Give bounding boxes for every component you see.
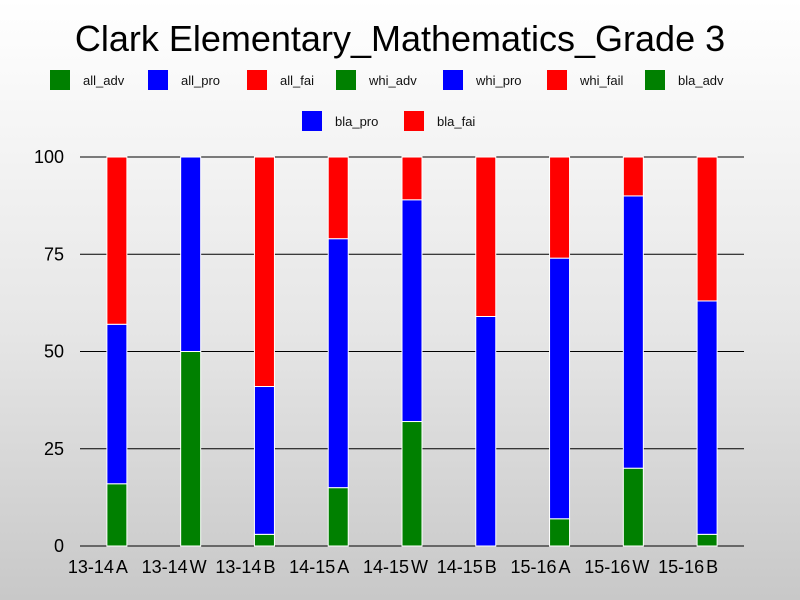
legend-item-whi_pro: whi_pro — [443, 70, 522, 90]
legend-label: bla_pro — [335, 114, 378, 129]
svg-text:15-16: 15-16 — [511, 557, 557, 577]
legend-item-whi_fail: whi_fail — [547, 70, 623, 90]
legend-label: all_fai — [280, 73, 314, 88]
bar-segment-pro — [253, 386, 275, 535]
bar-segment-pro — [106, 323, 128, 485]
bar-segment-adv — [106, 483, 128, 547]
svg-text:15-16: 15-16 — [658, 557, 704, 577]
bar-segment-pro — [475, 315, 497, 547]
legend-swatch — [645, 70, 665, 90]
svg-text:13-14: 13-14 — [68, 557, 114, 577]
bars — [106, 156, 718, 547]
svg-text:W: W — [632, 557, 649, 577]
x-tick-label: 15-16 A — [511, 557, 571, 577]
x-tick-label: 14-15 A — [289, 557, 349, 577]
bar-segment-pro — [549, 257, 571, 520]
x-tick-label: 14-15 B — [437, 557, 497, 577]
y-axis: 0 25 50 75 100 — [34, 147, 64, 556]
bar-segment-adv — [622, 467, 644, 547]
bar-segment-fail — [622, 156, 644, 197]
legend-label: all_adv — [83, 73, 125, 88]
bar-segment-pro — [696, 300, 718, 535]
y-tick-label: 50 — [44, 342, 64, 362]
bar-segment-fail — [549, 156, 571, 259]
legend-label: bla_adv — [678, 73, 724, 88]
svg-text:B: B — [706, 557, 718, 577]
legend-label: whi_adv — [368, 73, 417, 88]
legend-item-all_adv: all_adv — [50, 70, 125, 90]
svg-text:15-16: 15-16 — [584, 557, 630, 577]
y-tick-label: 75 — [44, 244, 64, 264]
bar-segment-adv — [253, 533, 275, 547]
legend-swatch — [247, 70, 267, 90]
chart-title: Clark Elementary_Mathematics_Grade 3 — [74, 18, 726, 59]
bar-segment-fail — [475, 156, 497, 317]
x-axis: 13-14 A 13-14 W 13-14 B 14-15 A 14-15 W 14-15… — [68, 557, 718, 577]
bar-segment-adv — [696, 533, 718, 547]
svg-text:A: A — [337, 557, 349, 577]
legend-swatch — [302, 111, 322, 131]
svg-text:14-15: 14-15 — [289, 557, 335, 577]
legend-swatch — [148, 70, 168, 90]
legend-item-bla_pro: bla_pro — [302, 111, 378, 131]
bar-segment-adv — [327, 487, 349, 547]
y-tick-label: 0 — [54, 536, 64, 556]
legend-item-all_pro: all_pro — [148, 70, 220, 90]
legend-swatch — [547, 70, 567, 90]
legend-swatch — [404, 111, 424, 131]
svg-text:A: A — [116, 557, 128, 577]
svg-text:14-15: 14-15 — [437, 557, 483, 577]
legend-label: all_pro — [181, 73, 220, 88]
bar-segment-fail — [696, 156, 718, 302]
legend-item-whi_adv: whi_adv — [336, 70, 417, 90]
legend-label: whi_pro — [475, 73, 522, 88]
bar-segment-pro — [327, 238, 349, 489]
svg-text:13-14: 13-14 — [142, 557, 188, 577]
bar-segment-fail — [401, 156, 423, 201]
bar-segment-fail — [327, 156, 349, 240]
bar-segment-fail — [106, 156, 128, 325]
x-tick-label: 15-16 B — [658, 557, 718, 577]
x-tick-label: 13-14 W — [142, 557, 207, 577]
svg-text:W: W — [411, 557, 428, 577]
legend-swatch — [50, 70, 70, 90]
legend-item-bla_fai: bla_fai — [404, 111, 475, 131]
legend-swatch — [336, 70, 356, 90]
bar-segment-pro — [401, 199, 423, 423]
svg-text:14-15: 14-15 — [363, 557, 409, 577]
svg-text:W: W — [190, 557, 207, 577]
bar-segment-pro — [622, 195, 644, 469]
bar-segment-adv — [180, 351, 202, 547]
legend-item-bla_adv: bla_adv — [645, 70, 724, 90]
x-tick-label: 13-14 B — [215, 557, 275, 577]
y-tick-label: 100 — [34, 147, 64, 167]
legend: all_adv all_pro all_fai whi_adv whi_pro whi_f… — [50, 70, 724, 131]
bar-segment-adv — [549, 518, 571, 547]
svg-text:13-14: 13-14 — [215, 557, 261, 577]
x-tick-label: 15-16 W — [584, 557, 649, 577]
bar-segment-adv — [401, 421, 423, 547]
bar-segment-fail — [253, 156, 275, 388]
svg-text:B: B — [485, 557, 497, 577]
bar-segment-pro — [180, 156, 202, 352]
svg-text:A: A — [559, 557, 571, 577]
legend-label: whi_fail — [579, 73, 623, 88]
legend-item-all_fai: all_fai — [247, 70, 314, 90]
y-tick-label: 25 — [44, 439, 64, 459]
svg-text:B: B — [263, 557, 275, 577]
legend-swatch — [443, 70, 463, 90]
x-tick-label: 13-14 A — [68, 557, 128, 577]
legend-label: bla_fai — [437, 114, 475, 129]
x-tick-label: 14-15 W — [363, 557, 428, 577]
